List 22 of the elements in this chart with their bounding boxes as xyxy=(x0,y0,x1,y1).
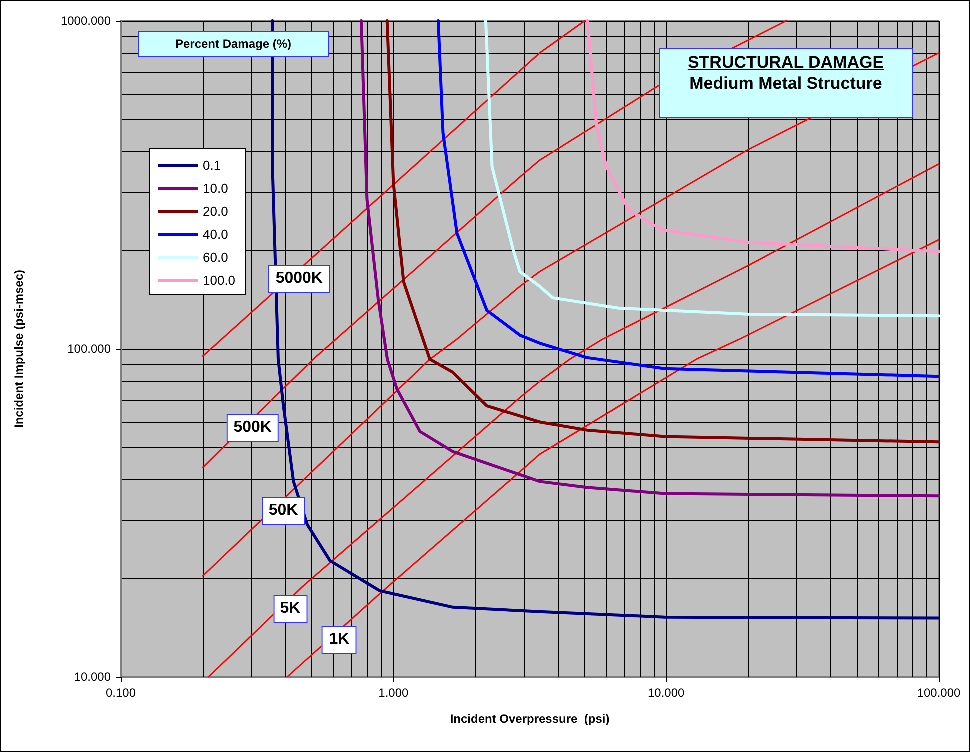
legend-label: 60.0 xyxy=(203,250,228,265)
x-tick-label: 10.000 xyxy=(648,686,686,700)
annotation: 5000K xyxy=(268,265,330,294)
legend-label: 100.0 xyxy=(203,273,236,288)
legend-label: 10.0 xyxy=(203,181,228,196)
x-tick-label: 0.100 xyxy=(106,686,136,700)
x-axis-title: Incident Overpressure (psi) xyxy=(450,712,610,726)
y-axis-title: Incident Impulse (psi-msec) xyxy=(12,270,26,428)
legend-label: 0.1 xyxy=(203,158,222,173)
annotation: 5K xyxy=(273,595,308,624)
y-tick-label: 10.000 xyxy=(74,670,112,684)
legend-label: 20.0 xyxy=(203,204,228,219)
legend-label: 40.0 xyxy=(203,227,228,242)
legend-title-box: Percent Damage (%) xyxy=(138,31,329,57)
x-tick-label: 100.000 xyxy=(917,686,962,700)
annotation: 500K xyxy=(226,414,279,442)
y-tick-label: 100.000 xyxy=(68,342,112,356)
y-tick-label: 1000.000 xyxy=(60,14,112,28)
x-tick-label: 1.000 xyxy=(378,686,410,700)
title-box: STRUCTURAL DAMAGE Medium Metal Structure xyxy=(659,48,913,118)
annotation: 50K xyxy=(262,497,306,526)
annotation: 1K xyxy=(322,626,357,654)
